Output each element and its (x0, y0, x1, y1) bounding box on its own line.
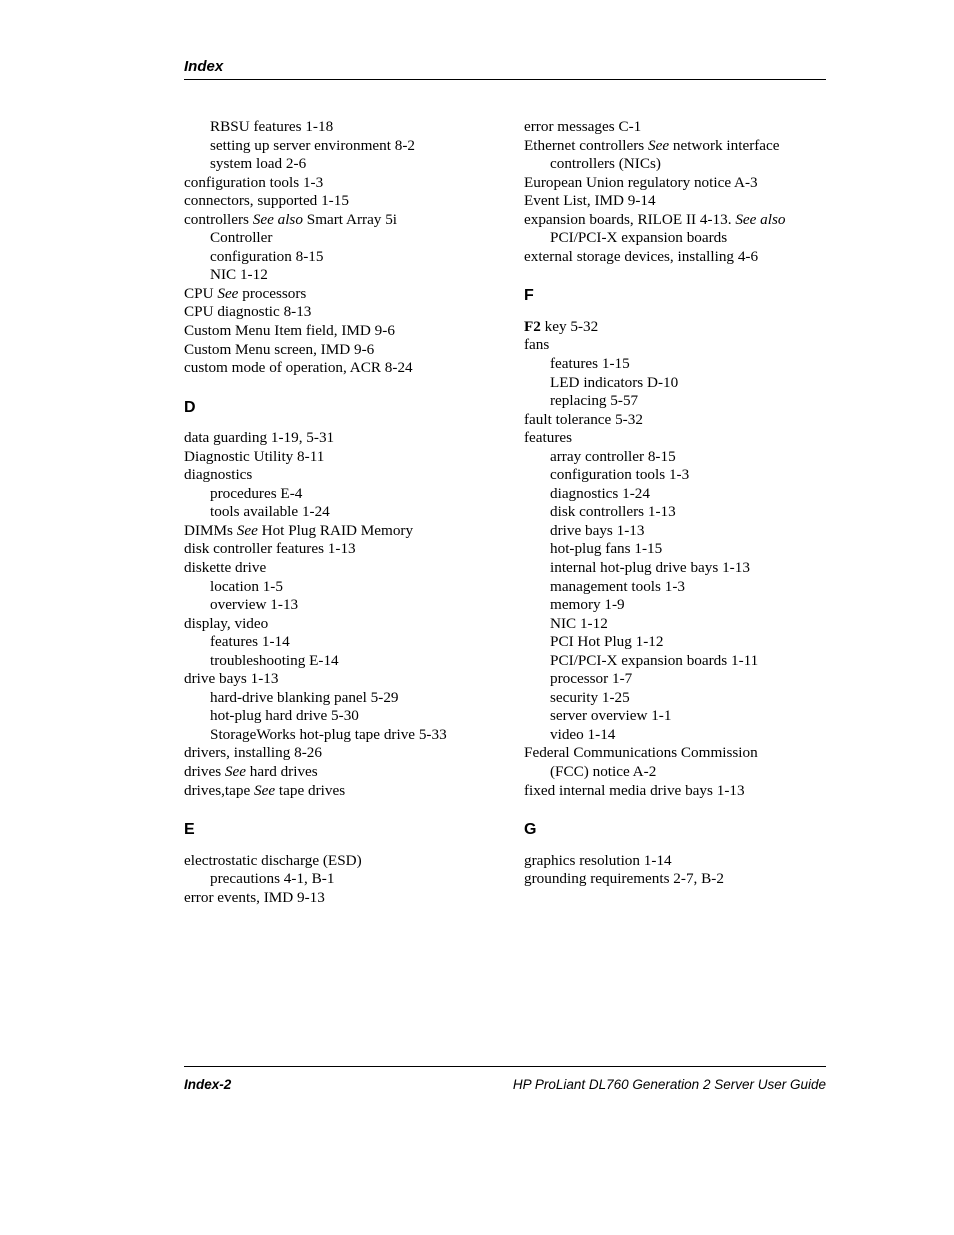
index-entry: F2 key 5-32 (524, 318, 826, 337)
index-entry: controllers See also Smart Array 5i (184, 211, 486, 230)
index-entry: RBSU features 1-18 (184, 118, 486, 137)
index-entry: expansion boards, RILOE II 4-13. See als… (524, 211, 826, 230)
section-d: data guarding 1-19, 5-31Diagnostic Utili… (184, 429, 486, 800)
index-entry: hot-plug fans 1-15 (524, 540, 826, 559)
index-entry: drivers, installing 8-26 (184, 744, 486, 763)
index-entry: troubleshooting E-14 (184, 652, 486, 671)
index-entry: graphics resolution 1-14 (524, 852, 826, 871)
index-entry: Ethernet controllers See network interfa… (524, 137, 826, 156)
index-entry: hard-drive blanking panel 5-29 (184, 689, 486, 708)
header-rule (184, 79, 826, 80)
index-entry: internal hot-plug drive bays 1-13 (524, 559, 826, 578)
footer-page-number: Index-2 (184, 1077, 231, 1092)
index-entry: disk controllers 1-13 (524, 503, 826, 522)
index-entry: external storage devices, installing 4-6 (524, 248, 826, 267)
index-entry: drives See hard drives (184, 763, 486, 782)
index-entry: Custom Menu Item field, IMD 9-6 (184, 322, 486, 341)
index-entry: setting up server environment 8-2 (184, 137, 486, 156)
index-entry: features 1-14 (184, 633, 486, 652)
index-entry: tools available 1-24 (184, 503, 486, 522)
index-entry: Custom Menu screen, IMD 9-6 (184, 341, 486, 360)
index-entry: LED indicators D-10 (524, 374, 826, 393)
index-entry: overview 1-13 (184, 596, 486, 615)
index-entry: diskette drive (184, 559, 486, 578)
column-right: error messages C-1Ethernet controllers S… (524, 118, 826, 907)
index-entry: PCI/PCI-X expansion boards (524, 229, 826, 248)
index-entry: features (524, 429, 826, 448)
index-entry: electrostatic discharge (ESD) (184, 852, 486, 871)
index-entry: memory 1-9 (524, 596, 826, 615)
index-entry: location 1-5 (184, 578, 486, 597)
index-entry: diagnostics (184, 466, 486, 485)
index-entry: error messages C-1 (524, 118, 826, 137)
index-entry: processor 1-7 (524, 670, 826, 689)
index-entry: drives,tape See tape drives (184, 782, 486, 801)
index-entry: data guarding 1-19, 5-31 (184, 429, 486, 448)
index-entry: management tools 1-3 (524, 578, 826, 597)
index-entry: fault tolerance 5-32 (524, 411, 826, 430)
index-entry: security 1-25 (524, 689, 826, 708)
column-left: RBSU features 1-18setting up server envi… (184, 118, 486, 907)
index-entry: Event List, IMD 9-14 (524, 192, 826, 211)
index-entry: procedures E-4 (184, 485, 486, 504)
section-f: F2 key 5-32fansfeatures 1-15LED indicato… (524, 318, 826, 800)
index-entry: fixed internal media drive bays 1-13 (524, 782, 826, 801)
index-entry: PCI Hot Plug 1-12 (524, 633, 826, 652)
index-entry: hot-plug hard drive 5-30 (184, 707, 486, 726)
index-entry: diagnostics 1-24 (524, 485, 826, 504)
index-entry: video 1-14 (524, 726, 826, 745)
index-entry: NIC 1-12 (184, 266, 486, 285)
index-entry: Controller (184, 229, 486, 248)
footer-rule (184, 1066, 826, 1067)
page-header-title: Index (184, 58, 826, 75)
section-letter-f: F (524, 286, 826, 306)
section-letter-e: E (184, 820, 486, 840)
index-entry: drive bays 1-13 (184, 670, 486, 689)
index-entry: StorageWorks hot-plug tape drive 5-33 (184, 726, 486, 745)
index-entry: precautions 4-1, B-1 (184, 870, 486, 889)
index-entry: configuration 8-15 (184, 248, 486, 267)
index-entry: drive bays 1-13 (524, 522, 826, 541)
section-e-continued: error messages C-1Ethernet controllers S… (524, 118, 826, 266)
index-entry: disk controller features 1-13 (184, 540, 486, 559)
index-entry: array controller 8-15 (524, 448, 826, 467)
index-entry: NIC 1-12 (524, 615, 826, 634)
index-entry: fans (524, 336, 826, 355)
page-footer: Index-2 HP ProLiant DL760 Generation 2 S… (184, 1066, 826, 1092)
index-entry: European Union regulatory notice A-3 (524, 174, 826, 193)
index-entry: configuration tools 1-3 (524, 466, 826, 485)
index-columns: RBSU features 1-18setting up server envi… (184, 118, 826, 907)
index-entry: display, video (184, 615, 486, 634)
section-letter-g: G (524, 820, 826, 840)
index-entry: error events, IMD 9-13 (184, 889, 486, 908)
index-entry: custom mode of operation, ACR 8-24 (184, 359, 486, 378)
index-entry: (FCC) notice A-2 (524, 763, 826, 782)
index-entry: grounding requirements 2-7, B-2 (524, 870, 826, 889)
index-entry: Federal Communications Commission (524, 744, 826, 763)
index-entry: CPU diagnostic 8-13 (184, 303, 486, 322)
section-c-continued: RBSU features 1-18setting up server envi… (184, 118, 486, 378)
index-entry: replacing 5-57 (524, 392, 826, 411)
index-entry: system load 2-6 (184, 155, 486, 174)
section-letter-d: D (184, 398, 486, 418)
section-g: graphics resolution 1-14grounding requir… (524, 852, 826, 889)
index-entry: controllers (NICs) (524, 155, 826, 174)
index-entry: features 1-15 (524, 355, 826, 374)
index-entry: DIMMs See Hot Plug RAID Memory (184, 522, 486, 541)
index-entry: configuration tools 1-3 (184, 174, 486, 193)
footer-doc-title: HP ProLiant DL760 Generation 2 Server Us… (513, 1077, 826, 1092)
index-entry: connectors, supported 1-15 (184, 192, 486, 211)
index-entry: server overview 1-1 (524, 707, 826, 726)
index-entry: CPU See processors (184, 285, 486, 304)
section-e: electrostatic discharge (ESD) precaution… (184, 852, 486, 908)
index-entry: Diagnostic Utility 8-11 (184, 448, 486, 467)
index-entry: PCI/PCI-X expansion boards 1-11 (524, 652, 826, 671)
